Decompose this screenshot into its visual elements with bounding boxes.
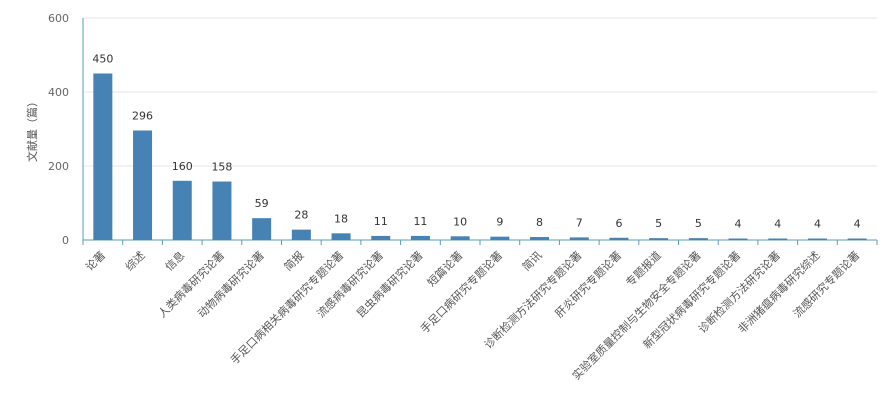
x-axis-tick-marks [82,240,878,245]
category-label: 信息 [162,248,187,273]
y-axis-ticks: 0 200 400 600 [48,12,69,247]
y-tick-label: 400 [48,86,69,99]
bar [569,237,589,240]
data-label: 59 [255,197,269,210]
category-label: 论著 [83,248,108,273]
y-tick-label: 0 [62,234,69,247]
data-label: 4 [814,218,821,231]
data-label: 4 [774,218,781,231]
data-label: 158 [211,161,232,174]
category-label: 简讯 [519,248,544,273]
bar [93,73,113,240]
data-label: 4 [735,218,742,231]
category-label: 综述 [122,248,147,273]
data-label: 28 [294,209,308,222]
category-label: 肝炎研究专题论著 [552,248,624,320]
bar [133,130,153,240]
data-label: 9 [496,216,503,229]
bar [291,229,311,240]
data-label: 8 [536,216,543,229]
data-label: 5 [655,217,662,230]
data-label: 7 [576,216,583,229]
data-label: 11 [374,215,388,228]
bar [331,233,351,240]
bar [768,238,788,240]
bars [93,73,867,240]
bar [728,238,748,240]
data-label: 5 [695,217,702,230]
category-label: 专题报道 [623,248,664,289]
data-label: 11 [413,215,427,228]
data-label: 296 [132,109,153,122]
bar [172,180,192,240]
bar [212,181,232,240]
bar [649,238,669,240]
bar [530,237,550,240]
bar [847,238,867,240]
category-label: 人类病毒研究论著 [155,248,227,320]
category-label: 昆虫病毒研究论著 [353,248,425,320]
data-label: 450 [92,53,113,66]
bar [490,236,510,240]
data-label: 160 [172,160,193,173]
y-tick-label: 600 [48,12,69,25]
bar [450,236,470,240]
category-label: 短篇论著 [424,248,465,289]
y-axis-label: 文献量（篇） [25,96,39,162]
category-label: 流感研究专题论著 [790,248,862,320]
category-label: 动物病毒研究论著 [195,248,267,320]
bar [688,238,708,240]
bar [807,238,827,240]
category-label: 简报 [281,248,306,273]
data-label: 4 [854,218,861,231]
data-label: 6 [615,217,622,230]
bar [410,235,430,240]
data-label: 18 [334,212,348,225]
bar [609,237,629,240]
gridlines [83,17,877,167]
bar [371,235,391,240]
bar [252,218,272,240]
category-label: 流感病毒研究论著 [314,248,386,320]
data-label: 10 [453,215,467,228]
data-labels: 450 296 160 158 59 28 18 11 11 10 9 8 7 6 5 5 4 4 4 4 [92,53,860,231]
y-tick-label: 200 [48,160,69,173]
